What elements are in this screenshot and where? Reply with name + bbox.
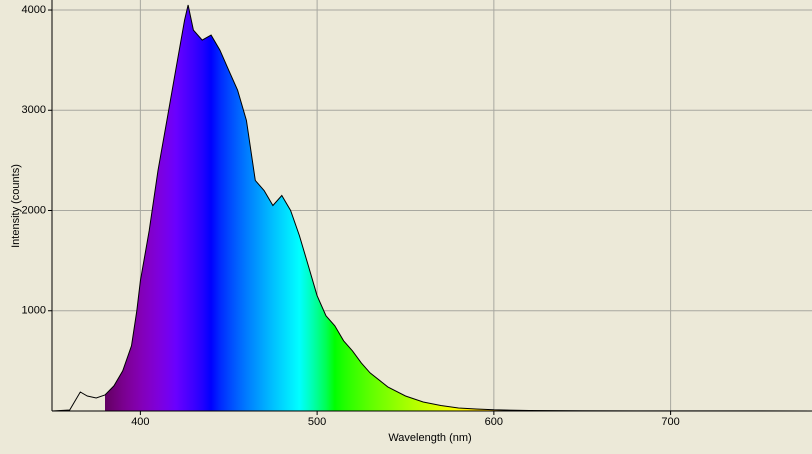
x-tick-label: 700: [661, 416, 679, 428]
y-tick-label: 4000: [22, 4, 46, 16]
x-axis-label: Wavelength (nm): [388, 432, 471, 444]
x-tick-label: 600: [485, 416, 503, 428]
y-tick-label: 3000: [22, 104, 46, 116]
y-axis-label: Intensity (counts): [10, 164, 22, 248]
y-tick-label: 2000: [22, 204, 46, 216]
x-tick-label: 400: [131, 416, 149, 428]
x-tick-label: 500: [308, 416, 326, 428]
y-tick-label: 1000: [22, 305, 46, 317]
spectrum-fill: [105, 5, 812, 411]
spectrum-line: [51, 4, 812, 412]
